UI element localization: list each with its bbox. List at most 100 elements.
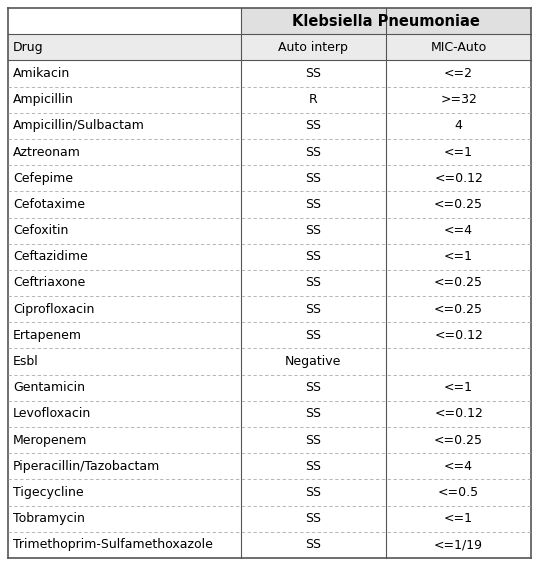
Bar: [241, 532, 386, 558]
Text: Trimethoprim-Sulfamethoxazole: Trimethoprim-Sulfamethoxazole: [13, 538, 213, 551]
Bar: [8, 322, 241, 349]
Bar: [386, 61, 531, 87]
Bar: [8, 349, 241, 375]
Bar: [241, 322, 386, 349]
Text: Amikacin: Amikacin: [13, 67, 71, 80]
Text: <=2: <=2: [444, 67, 473, 80]
Bar: [8, 244, 241, 270]
Text: <=0.25: <=0.25: [434, 277, 483, 289]
Bar: [8, 479, 241, 505]
Bar: [8, 165, 241, 191]
Bar: [386, 296, 531, 322]
Bar: [386, 113, 531, 139]
Text: <=0.25: <=0.25: [434, 303, 483, 316]
Text: SS: SS: [306, 434, 321, 447]
Text: R: R: [309, 93, 318, 106]
Text: Ertapenem: Ertapenem: [13, 329, 82, 342]
Bar: [241, 34, 386, 61]
Bar: [241, 165, 386, 191]
Bar: [241, 113, 386, 139]
Bar: [386, 34, 531, 61]
Text: Cefotaxime: Cefotaxime: [13, 198, 85, 211]
Text: SS: SS: [306, 408, 321, 421]
Text: <=1: <=1: [444, 250, 473, 263]
Text: SS: SS: [306, 303, 321, 316]
Text: Piperacillin/Tazobactam: Piperacillin/Tazobactam: [13, 460, 161, 473]
Bar: [386, 322, 531, 349]
Text: Cefoxitin: Cefoxitin: [13, 224, 68, 237]
Bar: [386, 270, 531, 296]
Text: SS: SS: [306, 486, 321, 499]
Text: >=32: >=32: [440, 93, 477, 106]
Text: SS: SS: [306, 329, 321, 342]
Text: Aztreonam: Aztreonam: [13, 145, 81, 158]
Bar: [386, 505, 531, 532]
Bar: [8, 217, 241, 244]
Text: Ampicillin/Sulbactam: Ampicillin/Sulbactam: [13, 119, 145, 132]
Text: Meropenem: Meropenem: [13, 434, 88, 447]
Bar: [386, 87, 531, 113]
Text: SS: SS: [306, 171, 321, 185]
Bar: [241, 61, 386, 87]
Text: Drug: Drug: [13, 41, 44, 54]
Bar: [386, 427, 531, 453]
Bar: [386, 217, 531, 244]
Bar: [8, 270, 241, 296]
Bar: [241, 217, 386, 244]
Text: SS: SS: [306, 460, 321, 473]
Text: <=4: <=4: [444, 224, 473, 237]
Bar: [8, 8, 241, 34]
Bar: [241, 244, 386, 270]
Text: SS: SS: [306, 381, 321, 395]
Bar: [386, 375, 531, 401]
Bar: [8, 191, 241, 217]
Text: Cefepime: Cefepime: [13, 171, 73, 185]
Text: SS: SS: [306, 224, 321, 237]
Bar: [241, 453, 386, 479]
Text: Esbl: Esbl: [13, 355, 39, 368]
Text: Ciprofloxacin: Ciprofloxacin: [13, 303, 95, 316]
Bar: [386, 401, 531, 427]
Text: <=4: <=4: [444, 460, 473, 473]
Bar: [8, 453, 241, 479]
Bar: [8, 427, 241, 453]
Bar: [386, 139, 531, 165]
Bar: [8, 532, 241, 558]
Text: <=0.12: <=0.12: [434, 171, 483, 185]
Bar: [386, 532, 531, 558]
Bar: [8, 34, 241, 61]
Text: <=1: <=1: [444, 512, 473, 525]
Bar: [8, 139, 241, 165]
Bar: [241, 296, 386, 322]
Text: SS: SS: [306, 145, 321, 158]
Bar: [386, 479, 531, 505]
Bar: [386, 453, 531, 479]
Text: <=0.12: <=0.12: [434, 408, 483, 421]
Text: <=0.25: <=0.25: [434, 198, 483, 211]
Text: Ampicillin: Ampicillin: [13, 93, 74, 106]
Text: <=0.25: <=0.25: [434, 434, 483, 447]
Text: <=1: <=1: [444, 381, 473, 395]
Text: <=1/19: <=1/19: [434, 538, 483, 551]
Text: Ceftazidime: Ceftazidime: [13, 250, 88, 263]
Bar: [8, 505, 241, 532]
Bar: [241, 270, 386, 296]
Bar: [241, 139, 386, 165]
Text: SS: SS: [306, 277, 321, 289]
Text: <=0.12: <=0.12: [434, 329, 483, 342]
Bar: [241, 8, 531, 34]
Bar: [8, 296, 241, 322]
Bar: [8, 401, 241, 427]
Text: 4: 4: [454, 119, 462, 132]
Bar: [386, 191, 531, 217]
Bar: [241, 401, 386, 427]
Bar: [241, 375, 386, 401]
Text: MIC-Auto: MIC-Auto: [431, 41, 487, 54]
Text: Tigecycline: Tigecycline: [13, 486, 84, 499]
Text: <=0.5: <=0.5: [438, 486, 479, 499]
Text: Klebsiella Pneumoniae: Klebsiella Pneumoniae: [292, 14, 480, 29]
Text: Tobramycin: Tobramycin: [13, 512, 85, 525]
Text: SS: SS: [306, 119, 321, 132]
Text: Auto interp: Auto interp: [279, 41, 348, 54]
Text: SS: SS: [306, 512, 321, 525]
